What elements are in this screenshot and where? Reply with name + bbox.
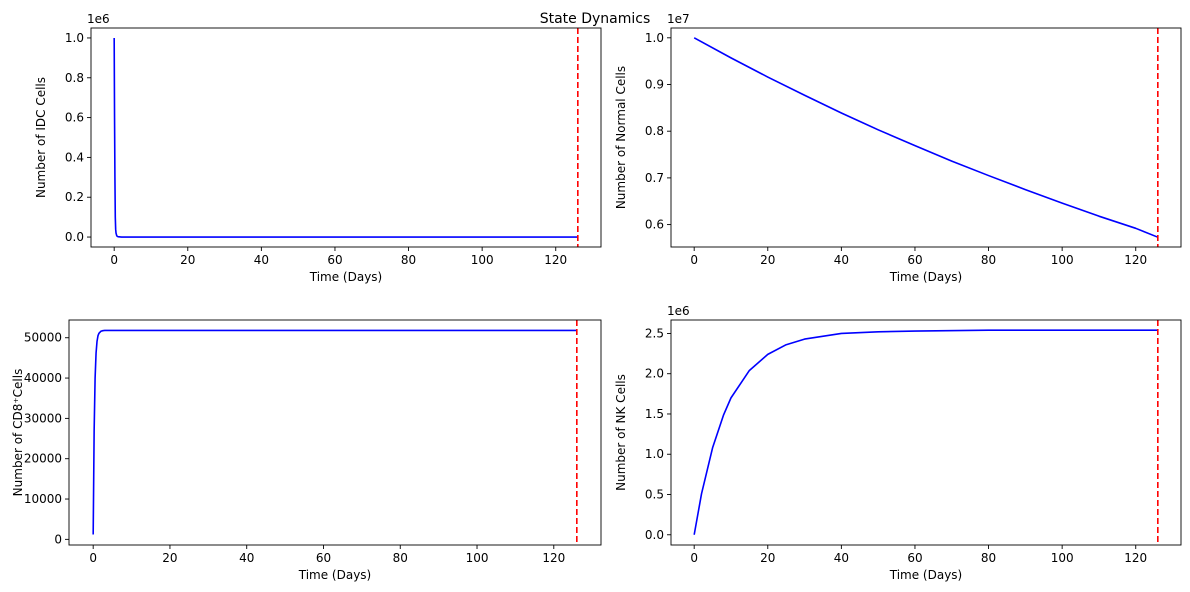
x-tick-label: 120	[1124, 551, 1147, 565]
y-tick-label: 0.7	[645, 171, 664, 185]
x-tick-label: 100	[466, 551, 489, 565]
y-tick-label: 0.5	[645, 488, 664, 502]
series-line	[693, 37, 1159, 238]
y-axis-label: Number of NK Cells	[614, 374, 628, 491]
x-tick-label: 20	[180, 253, 195, 267]
x-axis-label: Time (Days)	[298, 568, 372, 582]
axes-frame	[90, 27, 602, 248]
y-tick-label: 0.8	[645, 124, 664, 138]
y-tick-label: 1.0	[645, 31, 664, 45]
x-tick-label: 120	[1124, 253, 1147, 267]
x-tick-label: 120	[542, 551, 565, 565]
x-tick-label: 60	[327, 253, 342, 267]
figure-title: State Dynamics	[540, 11, 651, 27]
subplot-cd8: 0 20 40 60 80 100 120 0 10000 20000 30000 40000 5000…	[11, 319, 602, 582]
x-tick-label: 20	[760, 551, 775, 565]
series-line	[92, 329, 577, 535]
x-axis-label: Time (Days)	[309, 270, 383, 284]
x-tick-label: 20	[760, 253, 775, 267]
y-tick-label: 0.2	[65, 190, 84, 204]
x-tick-label: 0	[690, 253, 698, 267]
y-axis-label: Number of IDC Cells	[34, 77, 48, 198]
x-tick-label: 60	[316, 551, 331, 565]
x-tick-label: 0	[110, 253, 118, 267]
x-tick-label: 80	[393, 551, 408, 565]
x-tick-label: 100	[1051, 253, 1074, 267]
y-tick-label: 30000	[24, 411, 62, 425]
axes-frame	[670, 319, 1182, 546]
y-tick-label: 1.0	[645, 447, 664, 461]
x-tick-label: 60	[907, 551, 922, 565]
x-tick-label: 40	[239, 551, 254, 565]
x-tick-label: 20	[162, 551, 177, 565]
x-tick-label: 120	[544, 253, 567, 267]
y-tick-label: 1.5	[645, 407, 664, 421]
y-tick-label: 50000	[24, 331, 62, 345]
y-axis-label: Number of CD8⁺Cells	[11, 369, 25, 497]
y-tick-label: 10000	[24, 492, 62, 506]
x-tick-label: 100	[1051, 551, 1074, 565]
y-tick-label: 20000	[24, 452, 62, 466]
subplot-normal: 0 20 40 60 80 100 120 0.6 0.7 0.8 0.9 1.0 Time (Days…	[614, 12, 1182, 284]
y-offset-label: 1e6	[87, 12, 110, 26]
y-tick-label: 0.9	[645, 78, 664, 92]
y-offset-label: 1e7	[667, 12, 690, 26]
y-tick-label: 0	[54, 532, 62, 546]
x-axis-label: Time (Days)	[889, 270, 963, 284]
x-tick-label: 40	[254, 253, 269, 267]
x-tick-label: 80	[401, 253, 416, 267]
x-axis-label: Time (Days)	[889, 568, 963, 582]
x-tick-label: 60	[907, 253, 922, 267]
subplot-idc: 0 20 40 60 80 100 120 0.0 0.2 0.4 0.6 0.8 1.0 Time (D…	[34, 12, 602, 284]
x-tick-label: 0	[690, 551, 698, 565]
axes-frame	[68, 319, 602, 546]
series-line	[693, 329, 1158, 535]
y-offset-label: 1e6	[667, 304, 690, 318]
x-tick-label: 80	[981, 551, 996, 565]
x-tick-label: 0	[89, 551, 97, 565]
y-tick-label: 0.4	[65, 150, 84, 164]
y-tick-label: 0.0	[645, 528, 664, 542]
y-tick-label: 2.0	[645, 367, 664, 381]
x-tick-label: 40	[834, 253, 849, 267]
x-tick-label: 40	[834, 551, 849, 565]
y-tick-label: 40000	[24, 371, 62, 385]
x-tick-label: 80	[981, 253, 996, 267]
y-axis-label: Number of Normal Cells	[614, 66, 628, 209]
y-tick-label: 0.6	[645, 218, 664, 232]
y-tick-label: 0.8	[65, 71, 84, 85]
y-tick-label: 1.0	[65, 31, 84, 45]
y-tick-label: 0.6	[65, 111, 84, 125]
series-line	[113, 37, 578, 238]
y-tick-label: 0.0	[65, 230, 84, 244]
axes-frame	[670, 27, 1182, 248]
y-tick-label: 2.5	[645, 326, 664, 340]
x-tick-label: 100	[471, 253, 494, 267]
subplot-nk: 0 20 40 60 80 100 120 0.0 0.5 1.0 1.5 2.0 2.5 Time (D…	[614, 304, 1182, 582]
